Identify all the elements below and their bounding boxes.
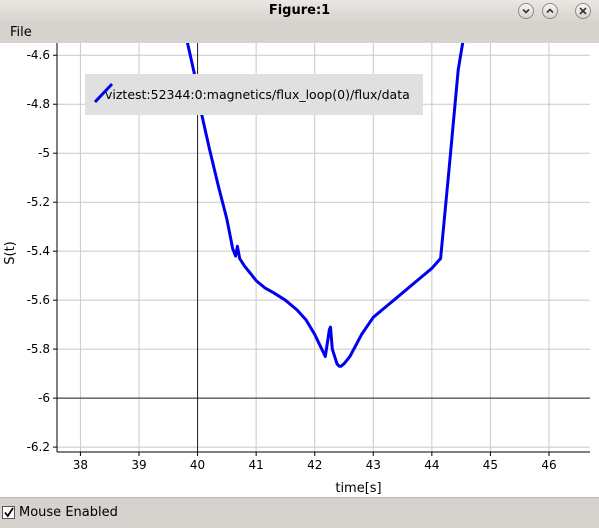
y-axis-label: S(t): [3, 241, 18, 265]
x-tick-label: 42: [307, 458, 322, 472]
series-line: [185, 43, 465, 368]
y-tick-label: -5.6: [27, 293, 50, 307]
x-tick-label: 44: [424, 458, 439, 472]
y-tick-label: -4.6: [27, 48, 50, 62]
x-tick-label: 46: [541, 458, 556, 472]
close-button[interactable]: [575, 3, 591, 19]
y-tick-label: -6: [38, 391, 50, 405]
legend-swatch: [93, 82, 114, 104]
status-bar: Mouse Enabled: [0, 497, 599, 528]
legend-entry: viztest:52344:0:magnetics/flux_loop(0)/f…: [105, 87, 410, 102]
maximize-button[interactable]: [542, 3, 558, 19]
x-tick-label: 38: [73, 458, 88, 472]
x-tick-label: 43: [366, 458, 381, 472]
x-axis-label: time[s]: [335, 481, 381, 496]
close-icon: [579, 7, 587, 15]
chevron-down-icon: [522, 8, 530, 14]
minimize-button[interactable]: [518, 3, 534, 19]
y-tick-label: -5: [38, 146, 50, 160]
title-bar: Figure:1: [0, 0, 599, 23]
menu-bar: File: [0, 22, 599, 43]
y-tick-label: -5.2: [27, 195, 50, 209]
chevron-up-icon: [546, 8, 554, 14]
x-tick-label: 41: [249, 458, 264, 472]
window-title: Figure:1: [268, 3, 331, 18]
plot-panel[interactable]: 38 39 40 41 42 43 44 45 46 -4.6 -4.8 -5 -5.2 -5.4 -5.6…: [0, 43, 599, 497]
y-tick-label: -5.4: [27, 244, 50, 258]
x-tick-label: 40: [190, 458, 205, 472]
legend-box: [85, 74, 423, 115]
x-tick-label: 39: [131, 458, 146, 472]
menu-file[interactable]: File: [10, 25, 32, 40]
y-tick-label: -5.8: [27, 342, 50, 356]
check-icon: [4, 507, 14, 518]
y-tick-label: -6.2: [27, 440, 50, 454]
mouse-enabled-checkbox[interactable]: [2, 506, 15, 519]
line-chart[interactable]: 38 39 40 41 42 43 44 45 46 -4.6 -4.8 -5 -5.2 -5.4 -5.6…: [0, 43, 599, 497]
x-tick-label: 45: [483, 458, 498, 472]
y-tick-label: -4.8: [27, 97, 50, 111]
mouse-enabled-label: Mouse Enabled: [19, 505, 118, 520]
